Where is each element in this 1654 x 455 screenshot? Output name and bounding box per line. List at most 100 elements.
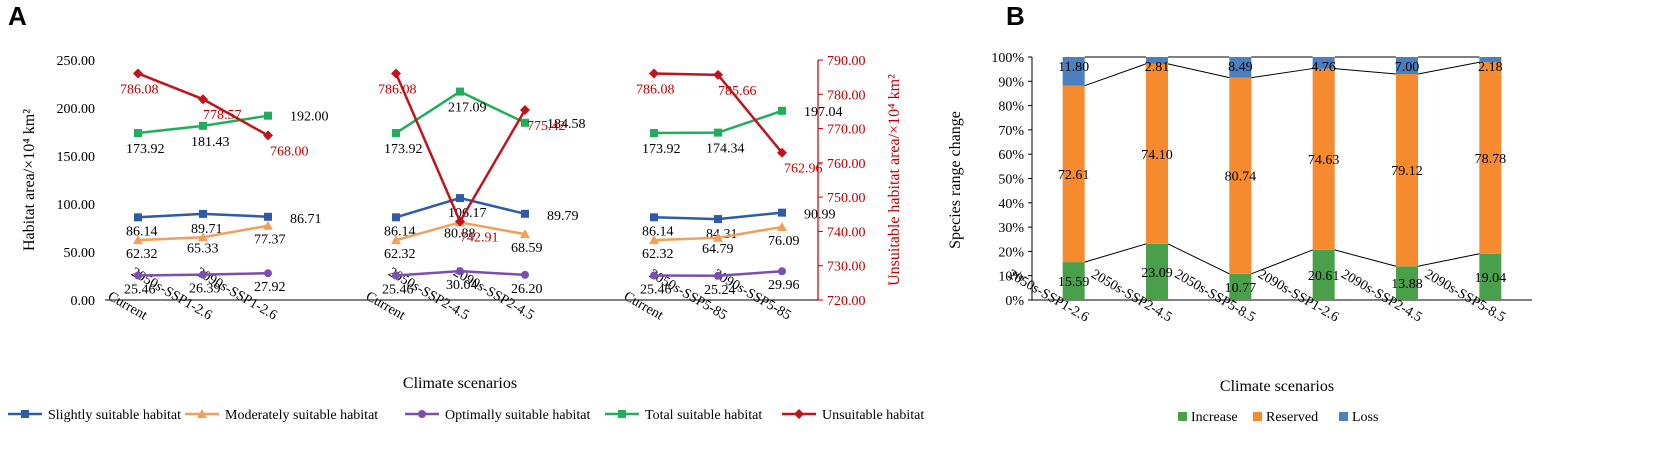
panel-label-b: B: [1006, 1, 1025, 31]
data-label: 86.71: [290, 212, 322, 227]
series-marker: [650, 271, 658, 280]
data-label: 30.04: [446, 278, 478, 293]
y-right-tick-label: 770.00: [827, 123, 866, 138]
series-marker: [134, 213, 142, 222]
series-marker: [649, 235, 659, 245]
series-marker: [778, 106, 786, 115]
legend-label: Optimally suitable habitat: [445, 408, 591, 423]
bar-segment: [1396, 57, 1418, 75]
series-marker: [794, 409, 804, 419]
bar-data-label: 23.09: [1141, 266, 1173, 281]
bar-data-label: 79.12: [1391, 164, 1423, 179]
y-left-tick-label: 100.00: [57, 198, 96, 213]
y-left-tick-label: 250.00: [57, 54, 96, 69]
bar-data-label: 13.88: [1391, 277, 1423, 292]
data-label: 86.14: [384, 224, 416, 239]
series-marker: [778, 208, 786, 217]
data-label: 192.00: [290, 110, 329, 125]
data-label: 25.46: [640, 283, 672, 298]
y-right-tick-label: 730.00: [827, 260, 866, 275]
series-marker: [650, 129, 658, 138]
legend-swatch: [1339, 412, 1348, 421]
series-marker: [777, 147, 787, 158]
y-axis-title: Species range change: [947, 111, 964, 249]
series-marker: [521, 209, 529, 218]
y-tick-label: 30%: [998, 221, 1024, 236]
y-right-tick-label: 750.00: [827, 191, 866, 206]
bar-segment: [1396, 266, 1418, 300]
series-marker: [456, 267, 464, 276]
bar-segment: [1479, 57, 1502, 63]
bar-data-label: 20.61: [1308, 269, 1340, 284]
y-tick-label: 0%: [1005, 294, 1024, 309]
panel-label-a: A: [8, 1, 27, 31]
legend-label: Reserved: [1266, 410, 1318, 425]
series-marker: [264, 212, 272, 221]
data-label: 68.59: [511, 241, 543, 256]
bar-segment: [1146, 243, 1168, 300]
bar-segment: [1312, 57, 1335, 69]
legend-label: Loss: [1352, 410, 1378, 425]
bar-segment: [1312, 249, 1335, 300]
series-marker: [392, 213, 400, 222]
series-marker: [520, 229, 530, 239]
legend-label: Total suitable habitat: [645, 408, 762, 423]
bar-data-label: 19.04: [1475, 271, 1507, 286]
series-marker: [199, 209, 207, 218]
bar-data-label: 78.78: [1475, 152, 1507, 167]
data-label: 27.92: [254, 280, 286, 295]
data-label: 26.39: [189, 282, 221, 297]
y-left-tick-label: 200.00: [57, 102, 96, 117]
y-right-tick-label: 760.00: [827, 157, 866, 172]
y-tick-label: 60%: [998, 148, 1024, 163]
bar-data-label: 8.49: [1228, 60, 1253, 75]
data-label: 89.79: [547, 209, 579, 224]
series-marker: [713, 69, 723, 80]
y-right-tick-label: 790.00: [827, 54, 866, 69]
data-label: 768.00: [270, 144, 309, 159]
series-marker: [714, 271, 722, 280]
bar-segment: [1062, 57, 1085, 86]
bar-data-label: 72.61: [1058, 168, 1090, 183]
series-marker: [777, 221, 787, 231]
data-label: 174.34: [706, 142, 745, 157]
bar-data-label: 2.18: [1478, 60, 1503, 75]
series-marker: [391, 68, 401, 79]
data-label: 197.04: [804, 105, 843, 120]
bar-data-label: 15.59: [1058, 275, 1090, 290]
stacked-bar-chart-panel-b: 0% 10% 20% 30% 40% 50% 60% 70% 80% 90% 100% 15.59 72…: [947, 51, 1532, 425]
y-tick-label: 90%: [998, 75, 1024, 90]
series-marker: [650, 213, 658, 222]
legend-label: Slightly suitable habitat: [48, 408, 181, 423]
data-label: 217.09: [448, 101, 487, 116]
bar-segment: [1229, 57, 1252, 78]
data-label: 89.71: [191, 222, 223, 237]
series-marker: [391, 235, 401, 245]
data-label: 64.79: [702, 242, 734, 257]
series-marker: [714, 128, 722, 137]
series-marker: [520, 104, 530, 115]
series-marker: [133, 235, 143, 245]
data-label: 173.92: [126, 142, 165, 157]
data-label: 786.08: [378, 82, 417, 97]
bar-data-label: 11.80: [1058, 60, 1089, 75]
bar-data-label: 10.77: [1225, 281, 1257, 296]
bar-data-label: 7.00: [1395, 60, 1420, 75]
series-marker: [134, 271, 142, 280]
data-label: 86.14: [126, 224, 158, 239]
bar-segment: [1396, 74, 1418, 267]
bar-segment: [1062, 262, 1085, 300]
bar-data-label: 4.76: [1311, 60, 1336, 75]
series-marker: [198, 232, 208, 242]
legend-swatch: [1178, 412, 1187, 421]
series-marker: [392, 271, 400, 280]
data-label: 62.32: [384, 247, 416, 262]
data-label: 785.66: [718, 84, 757, 99]
data-label: 173.92: [642, 142, 681, 157]
series-marker: [134, 129, 142, 138]
data-label: 173.92: [384, 142, 423, 157]
legend-swatch: [1253, 412, 1262, 421]
series-marker: [198, 94, 208, 105]
bar-segment: [1312, 68, 1335, 250]
data-label: 26.20: [511, 282, 543, 297]
